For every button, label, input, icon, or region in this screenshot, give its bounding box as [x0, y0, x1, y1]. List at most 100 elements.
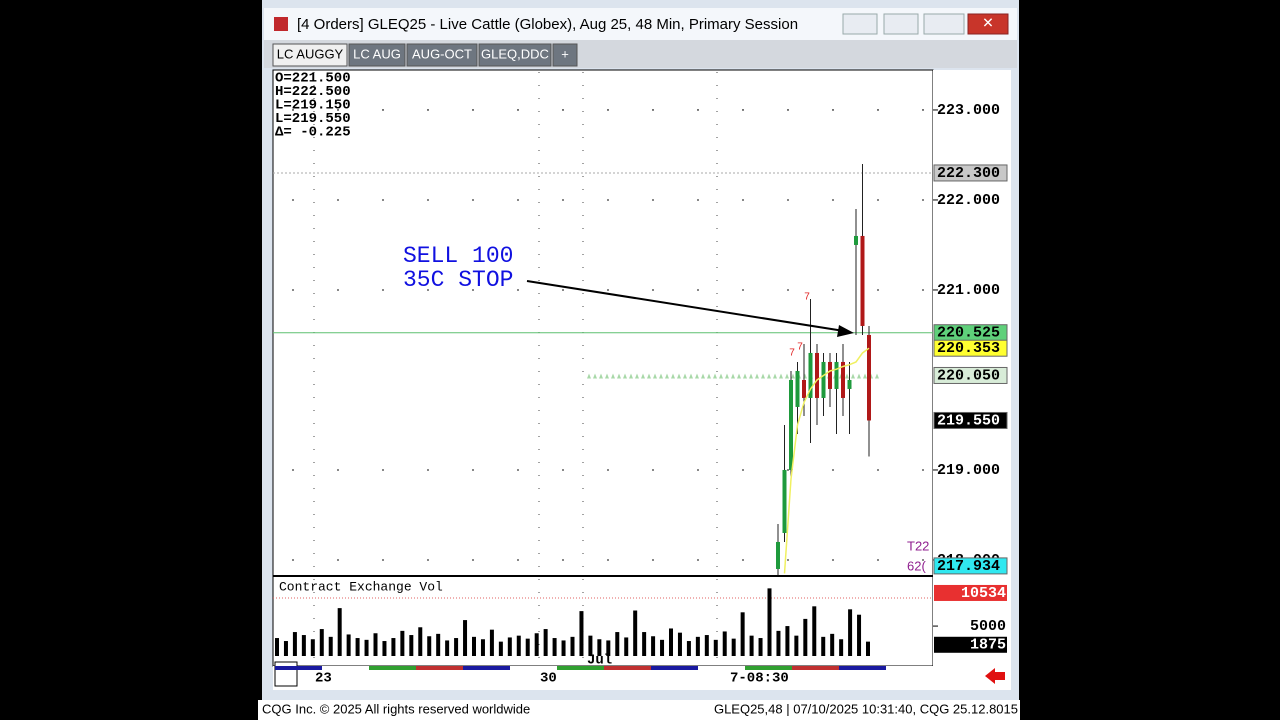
close-button[interactable]	[967, 13, 1009, 35]
grid-dot	[877, 199, 879, 201]
grid-dot	[652, 289, 654, 291]
timeline-segment	[839, 666, 886, 670]
volume-bar	[821, 636, 826, 656]
grid-dot	[697, 289, 699, 291]
minimize-button[interactable]	[883, 13, 919, 35]
volume-bar	[427, 636, 432, 656]
grid-dot	[472, 469, 474, 471]
grid-dot	[472, 559, 474, 561]
timeline-segment	[369, 666, 416, 670]
volume-bar	[507, 637, 512, 656]
grid-dot	[742, 559, 744, 561]
grid-dot	[787, 289, 789, 291]
volume-bar	[472, 636, 476, 656]
link-button[interactable]	[842, 13, 878, 35]
stop-marker	[647, 373, 651, 379]
tab-label: LC AUG	[353, 46, 401, 61]
stop-marker	[701, 373, 705, 379]
stop-marker	[635, 373, 639, 379]
grid-dot	[472, 289, 474, 291]
maximize-button[interactable]	[923, 13, 965, 35]
volume-bar	[794, 635, 799, 656]
stop-marker	[677, 373, 681, 379]
volume-bar	[839, 639, 844, 656]
price-marker-label: 220.050	[937, 367, 1000, 384]
grid-dot	[832, 199, 834, 201]
timeline-segment	[745, 666, 792, 670]
scroll-box[interactable]	[274, 661, 298, 687]
volume-bar	[498, 641, 503, 656]
volume-marker-label: 1875	[970, 637, 1006, 654]
annotation-arrow	[526, 280, 845, 332]
grid-dot	[517, 469, 519, 471]
grid-dot	[922, 469, 924, 471]
volume-bar	[516, 635, 521, 656]
volume-bar	[848, 609, 853, 656]
grid-dot	[517, 289, 519, 291]
price-marker	[933, 164, 1008, 182]
tab[interactable]	[348, 43, 406, 67]
stop-marker	[791, 373, 795, 379]
volume-bar	[767, 588, 772, 656]
volume-bar	[418, 627, 423, 656]
signal: 7	[797, 342, 803, 353]
grid-dot	[877, 289, 879, 291]
scroll-arrow[interactable]	[985, 668, 1005, 684]
volume-bar	[830, 633, 835, 656]
grid-dot	[382, 109, 384, 111]
annotation: 35C STOP	[403, 267, 513, 293]
grid-dot	[832, 559, 834, 561]
volume-bar	[436, 633, 441, 656]
candle-body	[795, 370, 800, 407]
tab[interactable]	[478, 43, 552, 67]
grid-dot	[382, 199, 384, 201]
timeline-segment	[604, 666, 651, 670]
volume-bar	[857, 614, 862, 656]
tab[interactable]	[552, 43, 578, 67]
volume-bar	[570, 636, 575, 656]
volume-bar	[624, 637, 629, 656]
volume-bar	[758, 638, 763, 656]
timeline-segment	[651, 666, 698, 670]
volume-bar	[346, 634, 351, 656]
tab[interactable]	[406, 43, 478, 67]
timeline-segment	[886, 666, 933, 670]
grid-dot	[877, 469, 879, 471]
grid-dot	[562, 199, 564, 201]
tab[interactable]	[272, 43, 348, 67]
ohlc-readout: L=219.550	[275, 111, 351, 127]
price-marker-label: 220.525	[937, 325, 1000, 342]
volume-bar	[812, 606, 817, 656]
candle-body	[854, 235, 858, 245]
grid-dot	[337, 109, 339, 111]
grid-dot	[562, 289, 564, 291]
grid-dot	[787, 559, 789, 561]
grid-dot	[652, 199, 654, 201]
volume-bar	[606, 640, 611, 656]
grid-dot	[607, 559, 609, 561]
volume-bar	[588, 635, 593, 656]
stop-marker	[689, 373, 693, 379]
grid-dot	[787, 199, 789, 201]
stop-marker	[749, 373, 753, 379]
grid-dot	[337, 469, 339, 471]
stop-marker	[755, 373, 759, 379]
stop-marker	[863, 373, 867, 379]
volume-bar	[722, 631, 727, 656]
y-tick-label: 223.000	[937, 102, 1000, 119]
price-marker	[933, 557, 1008, 575]
volume-bar	[355, 638, 360, 656]
volume-bar	[677, 632, 682, 656]
volume-bar	[364, 639, 369, 656]
ohlc-readout: O=221.500	[275, 71, 351, 87]
candle-body	[834, 361, 839, 389]
ohlc-readout: L=219.150	[275, 98, 351, 114]
volume-marker	[934, 636, 1007, 653]
time-label: 7-08:30	[730, 671, 789, 687]
grid-dot	[652, 109, 654, 111]
grid-dot	[382, 469, 384, 471]
stop-marker	[737, 373, 741, 379]
annotation: SELL 100	[403, 243, 513, 269]
stop-marker	[725, 373, 729, 379]
